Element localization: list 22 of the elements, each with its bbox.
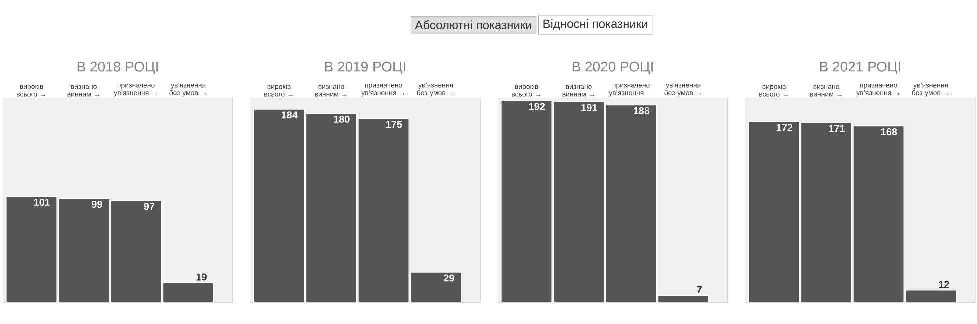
data-label: 168 [881, 128, 898, 136]
data-label: 171 [829, 125, 845, 132]
data-label: 101 [34, 198, 50, 206]
chart-title: В 2018 РОЦІ [78, 62, 158, 74]
chart-title: В 2020 РОЦІ [572, 62, 653, 74]
text: Відносні показники [544, 19, 648, 31]
data-label: 184 [282, 112, 298, 119]
data-label: 188 [634, 107, 650, 115]
data-label: 12 [939, 281, 950, 288]
data-label: 97 [144, 203, 155, 210]
data-label: 19 [196, 274, 207, 281]
data-label: 192 [529, 103, 546, 110]
text: Абсолютні показники [415, 20, 532, 30]
chart-title: В 2019 РОЦІ [325, 62, 406, 74]
data-label: 180 [334, 116, 350, 123]
data-label: 29 [444, 274, 454, 282]
data-label: 99 [92, 201, 102, 208]
chart-title: В 2021 РОЦІ [820, 62, 900, 74]
data-label: 191 [582, 104, 598, 112]
data-label: 172 [776, 124, 793, 132]
data-label: 175 [386, 121, 402, 128]
data-label: 7 [697, 286, 702, 294]
